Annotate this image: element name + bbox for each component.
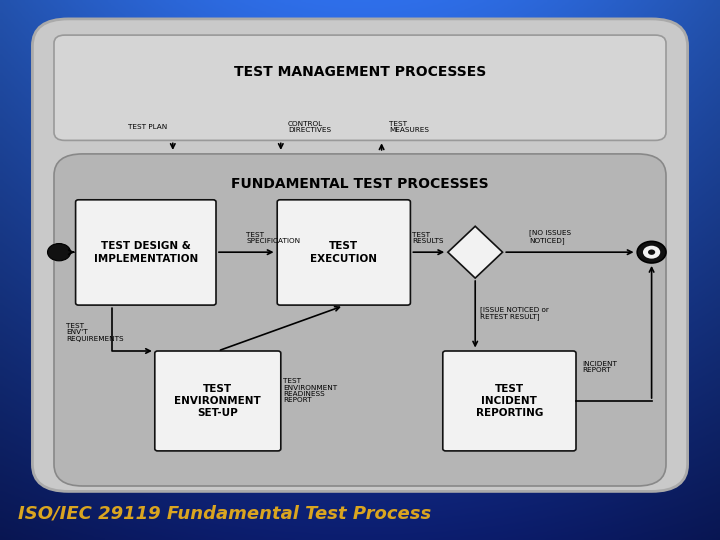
FancyBboxPatch shape (443, 351, 576, 451)
Text: TEST MANAGEMENT PROCESSES: TEST MANAGEMENT PROCESSES (234, 65, 486, 79)
Text: TEST
SPECIFICATION: TEST SPECIFICATION (246, 232, 300, 244)
Text: [NO ISSUES
NOTICED]: [NO ISSUES NOTICED] (529, 230, 572, 244)
Circle shape (48, 244, 71, 261)
Text: TEST
ENV'T
REQUIREMENTS: TEST ENV'T REQUIREMENTS (66, 322, 124, 342)
Text: [ISSUE NOTICED or
RETEST RESULT]: [ISSUE NOTICED or RETEST RESULT] (480, 306, 549, 320)
Circle shape (637, 241, 666, 263)
Text: CONTROL
DIRECTIVES: CONTROL DIRECTIVES (288, 120, 331, 133)
Text: TEST
INCIDENT
REPORTING: TEST INCIDENT REPORTING (476, 383, 543, 418)
Text: TEST
ENVIRONMENT
SET-UP: TEST ENVIRONMENT SET-UP (174, 383, 261, 418)
Text: TEST
RESULTS: TEST RESULTS (412, 232, 444, 244)
Text: ISO/IEC 29119 Fundamental Test Process: ISO/IEC 29119 Fundamental Test Process (18, 504, 431, 522)
Text: INCIDENT
REPORT: INCIDENT REPORT (582, 361, 616, 374)
FancyBboxPatch shape (155, 351, 281, 451)
FancyBboxPatch shape (76, 200, 216, 305)
Circle shape (648, 249, 655, 255)
Text: TEST
MEASURES: TEST MEASURES (389, 120, 429, 133)
FancyBboxPatch shape (54, 35, 666, 140)
FancyBboxPatch shape (32, 19, 688, 491)
Text: TEST
EXECUTION: TEST EXECUTION (310, 241, 377, 264)
Text: TEST DESIGN &
IMPLEMENTATION: TEST DESIGN & IMPLEMENTATION (94, 241, 198, 264)
Text: TEST PLAN: TEST PLAN (127, 124, 167, 130)
Text: TEST
ENVIRONMENT
READINESS
REPORT: TEST ENVIRONMENT READINESS REPORT (283, 378, 337, 403)
FancyBboxPatch shape (54, 154, 666, 486)
FancyBboxPatch shape (277, 200, 410, 305)
Circle shape (643, 246, 660, 259)
Polygon shape (448, 226, 503, 278)
Text: FUNDAMENTAL TEST PROCESSES: FUNDAMENTAL TEST PROCESSES (231, 177, 489, 191)
